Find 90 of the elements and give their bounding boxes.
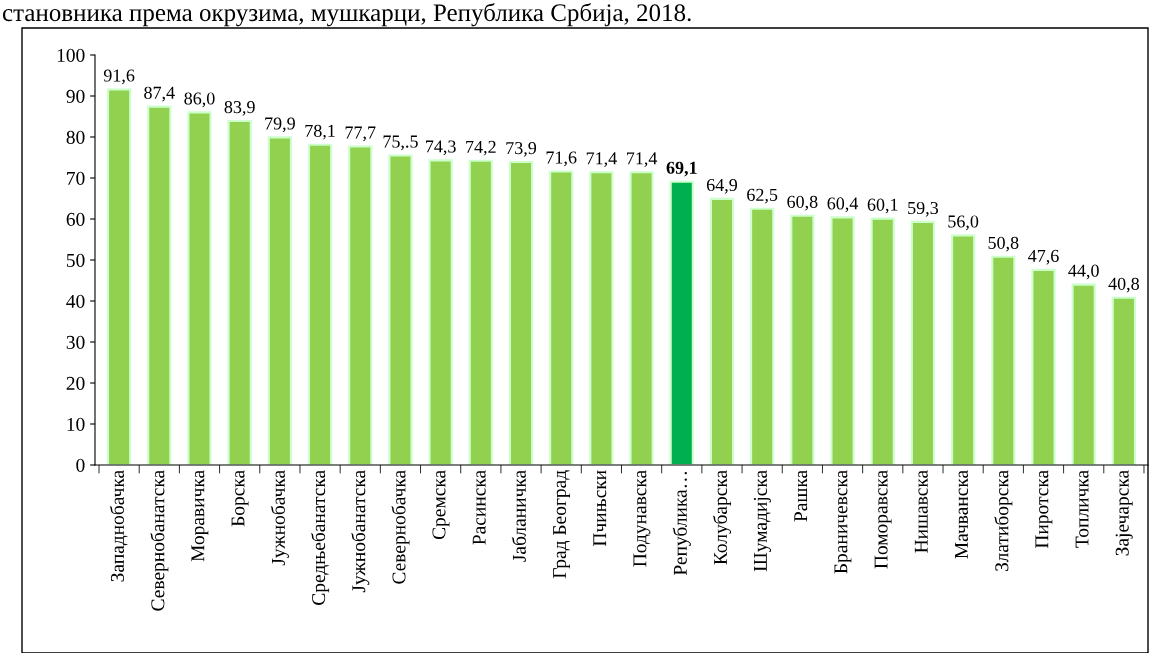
y-tick-label: 90 (66, 89, 85, 103)
x-tick-label: Топличка (1075, 470, 1089, 548)
data-label: 69,1 (666, 161, 697, 177)
x-tick-label: Рашка (794, 470, 808, 522)
x-tick-label: Борска (231, 470, 249, 527)
bar (267, 136, 292, 465)
bar (750, 207, 775, 465)
bar (669, 180, 694, 465)
x-tick-label: Зајечарска (1115, 470, 1133, 556)
bar (830, 216, 855, 465)
data-label: 71,6 (546, 151, 577, 167)
data-label: 79,9 (265, 117, 295, 133)
data-label: 74,3 (426, 140, 456, 156)
bar (468, 159, 493, 465)
data-label: 71,4 (586, 152, 617, 168)
data-label: 59,3 (908, 201, 939, 217)
data-label: 77,7 (345, 126, 376, 142)
data-label: 74,2 (466, 140, 496, 156)
data-label: 87,4 (144, 86, 175, 102)
x-tick-label: Средњебанатска (311, 470, 330, 605)
bar (951, 234, 976, 465)
bar (1111, 296, 1136, 465)
x-tick-label: Мачванска (955, 470, 968, 559)
data-label: 60,4 (827, 197, 859, 213)
y-tick-label: 10 (67, 417, 85, 431)
data-label: 91,6 (103, 69, 135, 85)
data-label: 40,8 (1108, 277, 1139, 293)
x-tick-label: Златиборска (994, 470, 1013, 571)
bar (307, 143, 333, 465)
bar (187, 111, 212, 465)
x-tick-label: Сремска (432, 470, 450, 540)
data-label: 75,.5 (383, 135, 418, 151)
bar (549, 170, 574, 465)
y-tick-label: 30 (66, 335, 85, 349)
x-tick-label: Западнобачка (109, 470, 128, 582)
bar (107, 88, 132, 465)
x-tick-label: Јужнобачка (270, 470, 289, 566)
data-label: 64,9 (706, 178, 738, 194)
bar (428, 159, 453, 465)
bar (227, 119, 252, 465)
data-label: 71,4 (626, 152, 658, 168)
data-label: 78,1 (305, 124, 335, 140)
bar (870, 217, 895, 465)
x-tick-label: Пчињски (593, 470, 607, 547)
y-tick-label: 80 (66, 130, 85, 144)
y-tick-label: 100 (57, 48, 85, 62)
y-tick-label: 0 (76, 458, 85, 472)
data-label: 60,1 (867, 198, 898, 214)
bar (910, 220, 936, 465)
x-tick-label: Пиротска (1035, 470, 1053, 549)
x-tick-label: Колубарска (712, 470, 732, 565)
data-label: 47,6 (1028, 249, 1059, 265)
bar (147, 105, 172, 465)
data-label: 83,9 (224, 100, 255, 116)
bar (1031, 268, 1056, 465)
bar (629, 171, 654, 465)
data-label: 50,8 (988, 236, 1019, 252)
x-tick-label: Поморавска (874, 470, 892, 569)
y-tick-label: 20 (66, 376, 85, 390)
data-label: 73,9 (506, 142, 537, 157)
x-tick-label: Нишавска (914, 470, 928, 553)
x-tick-label: Република… (672, 471, 691, 576)
bar (991, 255, 1016, 465)
x-tick-label: Јабланичка (511, 470, 526, 562)
x-tick-label: Севернобачка (391, 470, 410, 584)
x-tick-label: Шумадијска (753, 470, 771, 572)
bar (589, 171, 614, 465)
chart-title: становника према окрузима, мушкарци, Република Србија, 2018. (2, 3, 691, 27)
data-label: 44,0 (1068, 264, 1099, 280)
y-tick-label: 50 (66, 253, 85, 267)
x-tick-label: Расинска (472, 470, 486, 545)
bar (508, 160, 534, 465)
y-tick-label: 60 (66, 212, 85, 226)
data-label: 86,0 (184, 92, 215, 108)
y-tick-label: 70 (67, 171, 85, 185)
bar (1071, 283, 1096, 465)
data-label: 62,5 (747, 188, 778, 204)
bar (709, 197, 735, 465)
bar (790, 214, 815, 465)
x-tick-label: Севернобанатска (150, 470, 169, 611)
bar (388, 154, 413, 465)
x-tick-label: Јужнобанатска (351, 470, 370, 593)
x-tick-label: Браничевска (834, 470, 852, 574)
data-label: 56,0 (948, 215, 979, 231)
data-label: 60,8 (787, 195, 818, 211)
x-tick-label: Моравичка (191, 470, 209, 562)
x-tick-label: Подунавска (633, 470, 651, 567)
bar (348, 145, 373, 465)
x-tick-label: Град Београд (553, 470, 571, 579)
y-tick-label: 40 (66, 294, 85, 308)
